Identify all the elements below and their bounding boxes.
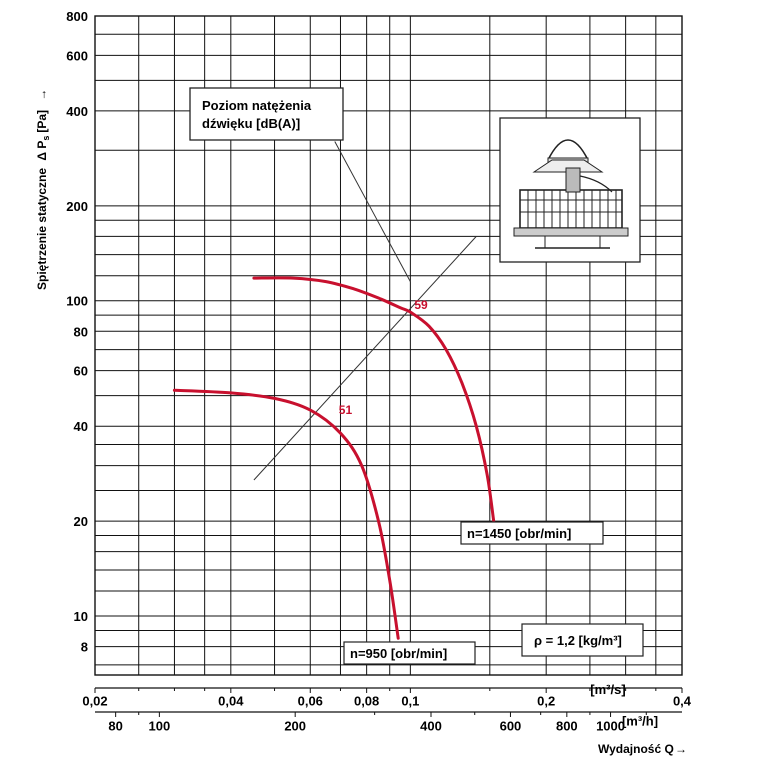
y-axis-title: Spiętrzenie statyczne Δ Ps[Pa] →: [35, 89, 51, 290]
curves: 59 51: [172, 141, 496, 640]
noise-level-leader: [334, 141, 411, 282]
x-unit-label: [m³/s]: [590, 682, 625, 697]
plot-frame: [94, 15, 683, 676]
x-tick-label: 0,4: [673, 694, 692, 709]
x2-unit-label: [m³/h]: [622, 714, 658, 729]
x2-tick-label: 100: [149, 719, 171, 734]
x-tick-label: 0,08: [354, 694, 379, 709]
y-tick-label: 8: [81, 640, 88, 655]
x-tick-label: 0,2: [537, 694, 555, 709]
y-tick-label: 10: [74, 609, 88, 624]
x2-tick-label: 80: [108, 719, 122, 734]
y-tick-label: 100: [66, 294, 88, 309]
x-tick-label: 0,06: [298, 694, 323, 709]
fan-curve-950: [172, 388, 400, 640]
x2-tick-label: 600: [500, 719, 522, 734]
x-axis-arrow: →: [675, 742, 687, 756]
y-tick-label: 60: [74, 364, 88, 379]
noise-level-label-line1: Poziom natężenia: [202, 98, 312, 113]
y-tick-label: 200: [66, 199, 88, 214]
speed-1450-box: n=1450 [obr/min]: [460, 521, 604, 545]
x-tick-label: 0,1: [401, 694, 419, 709]
x2-tick-label: 200: [284, 719, 306, 734]
y-tick-label: 600: [66, 48, 88, 63]
roof-fan-illustration: [499, 117, 641, 263]
y-axis-title-group: Spiętrzenie statyczne Δ Ps[Pa] →: [35, 89, 51, 290]
y-tick-label: 800: [66, 9, 88, 24]
density-box: ρ = 1,2 [kg/m³]: [521, 623, 644, 657]
x-tick-label: 0,04: [218, 694, 244, 709]
x2-tick-label: 400: [420, 719, 442, 734]
x2-tick-label: 800: [556, 719, 578, 734]
speed-950-label: n=950 [obr/min]: [350, 646, 447, 661]
y-tick-label: 40: [74, 419, 88, 434]
axes: 8 10 20 40 60 80 100 200 400 600 800 0,02 0,04 0,06 0,…: [66, 9, 692, 734]
y-tick-label: 20: [74, 514, 88, 529]
fan-curve-1450: [252, 276, 496, 523]
speed-1450-label: n=1450 [obr/min]: [467, 526, 571, 541]
noise-level-box: Poziom natężenia dźwięku [dB(A)]: [189, 87, 344, 141]
x2-tick-label: 1000: [596, 719, 625, 734]
speed-950-box: n=950 [obr/min]: [343, 641, 476, 665]
density-label: ρ = 1,2 [kg/m³]: [534, 633, 622, 648]
noise-level-line: [253, 236, 477, 481]
x-tick-label: 0,02: [82, 694, 107, 709]
noise-value-label: 59: [414, 298, 428, 312]
y-tick-label: 400: [66, 104, 88, 119]
x-axis-title: Wydajność Q: [598, 742, 674, 756]
noise-level-label-line2: dźwięku [dB(A)]: [202, 116, 300, 131]
y-tick-label: 80: [74, 324, 88, 339]
noise-value-label: 51: [339, 403, 353, 417]
